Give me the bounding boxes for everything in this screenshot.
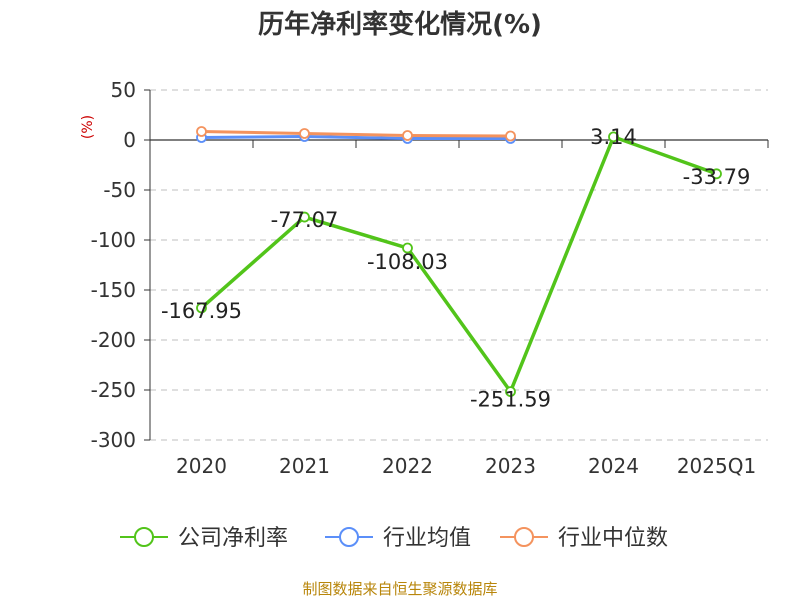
data-point — [299, 128, 310, 139]
data-point — [402, 130, 413, 141]
x-tick-label: 2024 — [588, 454, 639, 478]
data-point — [402, 242, 413, 254]
legend-item: 行业中位数 — [500, 526, 668, 551]
axes: 50 0 -50 -100 -150 -200 -250 -300 2020 2021 2022 20… — [91, 78, 769, 478]
y-tick-label: 0 — [123, 128, 136, 152]
legend-marker — [339, 527, 359, 547]
x-tick-label: 2021 — [279, 454, 330, 478]
y-tick-label: -100 — [91, 228, 136, 252]
legend-marker — [514, 527, 534, 547]
data-label: -108.03 — [367, 250, 448, 274]
x-tick-label: 2022 — [382, 454, 433, 478]
legend-label: 行业均值 — [383, 526, 471, 551]
y-unit-label: (%) — [80, 115, 96, 139]
data-label: 3.14 — [590, 125, 637, 149]
chart-title: 历年净利率变化情况(%) — [258, 9, 542, 40]
data-point — [299, 211, 310, 223]
series-line-1 — [201, 135, 511, 140]
legend-item: 行业均值 — [325, 526, 471, 551]
y-tick-label: -50 — [103, 178, 136, 202]
data-label: -167.95 — [161, 299, 242, 323]
y-tick-label: -150 — [91, 278, 136, 302]
x-tick-label: 2023 — [485, 454, 536, 478]
legend-marker — [134, 527, 154, 547]
series-line-0 — [200, 135, 718, 394]
x-tick-label: 2025Q1 — [677, 454, 756, 478]
data-point — [505, 386, 516, 397]
legend-item: 公司净利率 — [120, 526, 288, 551]
data-point — [196, 126, 207, 137]
data-label: -33.79 — [683, 165, 751, 189]
data-point — [711, 168, 722, 180]
data-point — [196, 302, 207, 314]
series-lines — [196, 126, 722, 397]
legend: 公司净利率 行业均值 行业中位数 — [120, 526, 668, 551]
source-note: 制图数据来自恒生聚源数据库 — [302, 580, 497, 598]
y-tick-label: 50 — [111, 78, 136, 102]
data-label: -77.07 — [271, 208, 339, 232]
data-point — [505, 130, 516, 142]
series-line-2 — [201, 130, 511, 138]
grid-lines — [150, 89, 768, 441]
x-tick-label: 2020 — [176, 454, 227, 478]
data-labels: -167.95 -77.07 -108.03 -251.59 3.14 -33.79 — [161, 125, 750, 412]
data-label: -251.59 — [470, 388, 551, 412]
y-tick-label: -250 — [91, 378, 136, 402]
legend-label: 公司净利率 — [178, 526, 288, 551]
legend-label: 行业中位数 — [558, 526, 668, 551]
y-tick-label: -200 — [91, 328, 136, 352]
data-point — [608, 131, 619, 143]
y-tick-label: -300 — [91, 428, 136, 452]
